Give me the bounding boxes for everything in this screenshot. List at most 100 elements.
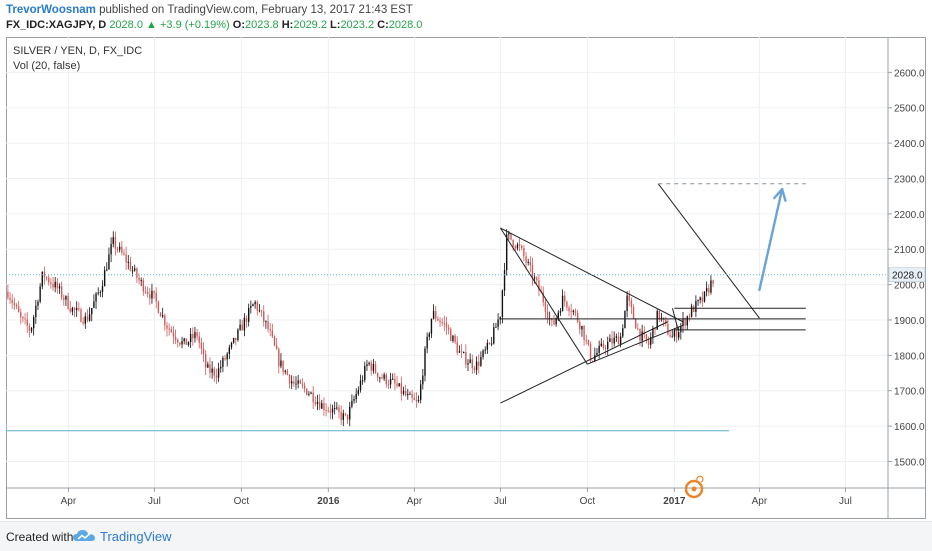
candle-body xyxy=(185,338,188,345)
x-tick-label: Apr xyxy=(407,496,423,507)
candle-body xyxy=(209,364,211,373)
candle-body xyxy=(654,328,656,330)
candle-body xyxy=(174,336,177,340)
candle-body xyxy=(99,291,102,293)
candle-body xyxy=(467,363,469,365)
candle-body xyxy=(667,323,669,335)
candle-body xyxy=(604,348,607,350)
candle-body xyxy=(641,331,643,341)
price-badge-layer: 2028.0 xyxy=(6,267,926,283)
candle-body xyxy=(179,342,181,345)
trend-line xyxy=(671,308,679,331)
candle-body xyxy=(245,317,248,322)
candle-body xyxy=(413,397,415,400)
candle-body xyxy=(75,308,78,311)
candle-body xyxy=(574,310,577,314)
candle-body xyxy=(471,359,473,369)
candle-body xyxy=(542,292,544,303)
change-value: +3.9 (+0.19%) xyxy=(159,19,230,31)
y-tick-label: 2300.0 xyxy=(894,174,925,185)
candle-body xyxy=(370,362,372,371)
candle-body xyxy=(78,308,80,310)
tradingview-brand[interactable]: TradingView xyxy=(100,529,172,544)
candle-body xyxy=(383,374,385,379)
candle-body xyxy=(146,291,149,295)
candle-body xyxy=(228,347,231,354)
candle-body xyxy=(20,312,22,318)
x-tick-label: Jul xyxy=(839,496,852,507)
high-value: 2029.2 xyxy=(293,19,327,31)
candle-body xyxy=(396,383,398,387)
candle-body xyxy=(333,407,336,409)
candle-body xyxy=(594,355,596,361)
candle-body xyxy=(503,270,506,291)
candle-body xyxy=(269,329,271,331)
candle-body xyxy=(688,316,691,318)
candle-body xyxy=(204,354,207,368)
y-tick-label: 1500.0 xyxy=(894,457,925,468)
candle-body xyxy=(140,280,142,282)
candle-body xyxy=(134,268,136,271)
candle-body xyxy=(290,381,293,384)
candle-body xyxy=(213,368,215,376)
candle-body xyxy=(329,410,332,413)
candle-body xyxy=(536,277,538,281)
candle-body xyxy=(260,310,263,312)
author-link[interactable]: TrevorWoosnam xyxy=(6,4,96,16)
candle-body xyxy=(312,392,314,403)
candle-body xyxy=(168,328,170,330)
candle-body xyxy=(189,334,192,342)
candle-body xyxy=(220,366,222,369)
candle-body xyxy=(17,306,20,313)
candle-body xyxy=(703,291,706,302)
candle-body xyxy=(671,336,673,338)
candle-body xyxy=(645,334,648,341)
candle-body xyxy=(439,320,441,323)
candle-body xyxy=(630,300,633,308)
candle-body xyxy=(13,302,16,305)
candle-body xyxy=(39,286,41,302)
candle-body xyxy=(372,364,375,371)
candle-body xyxy=(680,326,682,333)
candle-body xyxy=(435,310,437,319)
candle-body xyxy=(712,280,714,284)
candle-body xyxy=(682,319,684,327)
candle-body xyxy=(170,329,172,333)
x-tick-label: Jul xyxy=(148,496,161,507)
candle-body xyxy=(589,344,592,361)
candle-body xyxy=(460,351,463,353)
candle-body xyxy=(91,308,93,315)
candle-body xyxy=(41,271,43,287)
tradingview-cloud-icon[interactable] xyxy=(72,528,96,544)
candle-body xyxy=(131,270,134,272)
candle-body xyxy=(299,380,301,384)
candle-body xyxy=(325,409,327,411)
candle-body xyxy=(318,401,321,409)
candle-body xyxy=(426,336,428,349)
candle-body xyxy=(499,316,501,320)
price-chart[interactable]: 1500.0 1600.0 1700.0 1800.0 1900.0 2000.0 2100… xyxy=(0,0,932,521)
candle-body xyxy=(297,380,299,384)
candle-body xyxy=(570,311,572,313)
candle-body xyxy=(254,301,256,305)
candle-body xyxy=(701,297,704,302)
ohlc-line: FX_IDC:XAGJPY, D 2028.0 ▲ +3.9 (+0.19%) … xyxy=(6,19,422,31)
candle-body xyxy=(237,329,239,340)
candle-body xyxy=(619,336,622,345)
candle-body xyxy=(585,340,587,342)
candle-body xyxy=(48,277,50,283)
candle-body xyxy=(202,348,205,355)
y-tick-label: 2600.0 xyxy=(894,68,925,79)
candle-body xyxy=(308,393,310,395)
candle-body xyxy=(26,319,28,326)
candle-body xyxy=(366,364,368,367)
candle-body xyxy=(544,302,547,312)
candle-body xyxy=(314,402,317,404)
candle-body xyxy=(149,294,151,299)
candle-body xyxy=(454,335,456,343)
candle-body xyxy=(136,268,138,278)
candle-body xyxy=(450,329,452,341)
candle-body xyxy=(327,410,329,412)
candle-body xyxy=(331,408,334,413)
candle-body xyxy=(587,340,590,345)
